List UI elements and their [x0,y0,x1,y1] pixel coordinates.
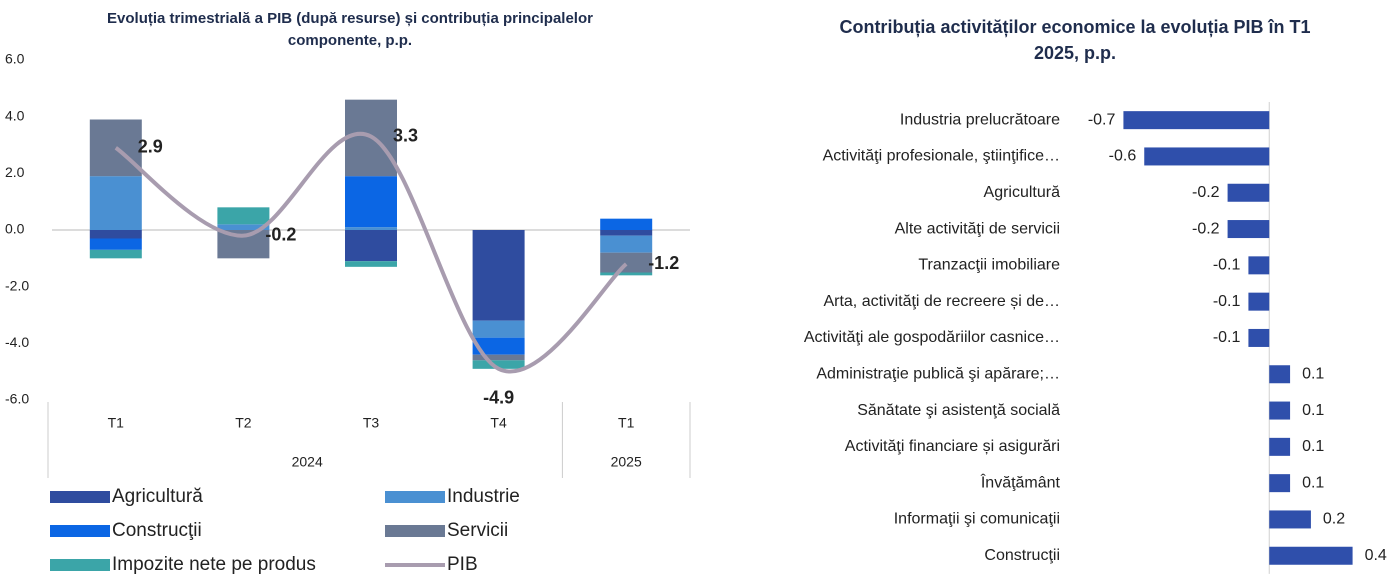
data-label: 0.1 [1302,402,1324,419]
bar [1269,365,1291,384]
data-label: 0.1 [1302,474,1324,491]
data-label: -0.6 [1109,148,1137,165]
chart-title: Contribuția activităților economice la e… [839,17,1311,63]
category-label: Construcţii [984,547,1060,564]
bar-segment [345,176,397,228]
y-tick-label: 2.0 [5,164,25,180]
bar-segment [600,272,653,276]
category-label: Sănătate şi asistenţă socială [857,402,1060,419]
legend-swatch [385,491,445,503]
data-label: -0.1 [1213,257,1241,274]
data-label: 0.1 [1302,365,1324,382]
bar [1269,401,1291,420]
data-label: -1.2 [648,253,679,273]
data-label: -0.1 [1213,329,1241,346]
data-label: -0.2 [265,224,296,244]
legend-label: Construcţii [112,520,202,541]
x-tick-label: T1 [108,415,125,431]
y-tick-label: 0.0 [5,221,25,237]
y-tick-label: 6.0 [5,51,25,67]
bar-segment [89,249,142,259]
category-label: Activităţi financiare și asigurări [845,438,1060,455]
category-label: Administraţie publică şi apărare;… [816,365,1060,382]
bar-segment [472,360,525,369]
data-label: 0.2 [1323,511,1345,528]
line [114,131,628,374]
bar [1269,437,1291,456]
bar-segment [472,230,525,321]
bar-segment [345,227,397,230]
data-label: -0.2 [1192,220,1220,237]
category-label: Informaţii şi comunicaţii [894,511,1060,528]
category-label: Alte activităţi de servicii [895,220,1060,237]
bar-segment [600,252,653,273]
chart-title: Evoluția trimestrială a PIB (după resurs… [107,10,593,49]
bar-segment [217,224,270,230]
bar-segment [600,230,653,236]
data-label: -0.1 [1213,293,1241,310]
legend-label: Industrie [447,486,520,507]
legend-swatch [50,559,110,571]
legend-label: Impozite nete pe produs [112,554,316,575]
legend-swatch [50,491,110,503]
x-tick-label: T3 [363,415,380,431]
data-label: 0.4 [1365,547,1387,564]
category-label: Agricultură [984,184,1061,201]
legend-label: Servicii [447,520,508,541]
category-label: Arta, activităţi de recreere și de… [823,293,1060,310]
bar [1227,183,1270,202]
category-label: Activităţi ale gospodăriilor casnice… [804,329,1060,346]
legend-label: Agricultură [112,486,203,507]
data-label: -0.2 [1192,184,1220,201]
x-group-label: 2024 [292,454,323,470]
category-label: Învăţământ [980,472,1061,491]
y-tick-label: -4.0 [5,334,29,350]
bar-segment [472,337,525,355]
x-tick-label: T4 [490,415,507,431]
bar [1248,328,1270,347]
bar [1269,474,1291,493]
bar [1269,546,1353,565]
bar [1123,111,1270,130]
y-tick-label: -2.0 [5,277,29,293]
data-label: 2.9 [138,137,163,157]
bar-segment [472,320,525,338]
legend-swatch [385,525,445,537]
data-label: -4.9 [483,388,514,408]
bar [1248,292,1270,311]
x-group-label: 2025 [611,454,642,470]
data-label: -0.7 [1088,111,1116,128]
category-label: Tranzacţii imobiliare [918,257,1060,274]
legend-swatch [50,525,110,537]
category-label: Activităţi profesionale, ştiinţifice… [823,148,1060,165]
bar-segment [89,230,142,239]
bar-segment [345,261,397,267]
bar-segment [600,218,653,230]
bar-segment [472,354,525,361]
y-tick-label: 4.0 [5,107,25,123]
x-tick-label: T1 [618,415,635,431]
bar [1269,510,1311,529]
bar-segment [345,230,397,262]
legend-label: PIB [447,554,478,575]
category-label: Industria prelucrătoare [900,111,1060,128]
bar-segment [89,238,142,250]
bar-segment [89,176,142,230]
bar [1144,147,1270,166]
bar [1227,220,1270,239]
y-tick-label: -6.0 [5,391,29,407]
x-tick-label: T2 [235,415,252,431]
bar [1248,256,1270,275]
bar-segment [217,207,270,225]
data-label: 0.1 [1302,438,1324,455]
data-label: 3.3 [393,125,418,145]
bar-segment [600,235,653,253]
